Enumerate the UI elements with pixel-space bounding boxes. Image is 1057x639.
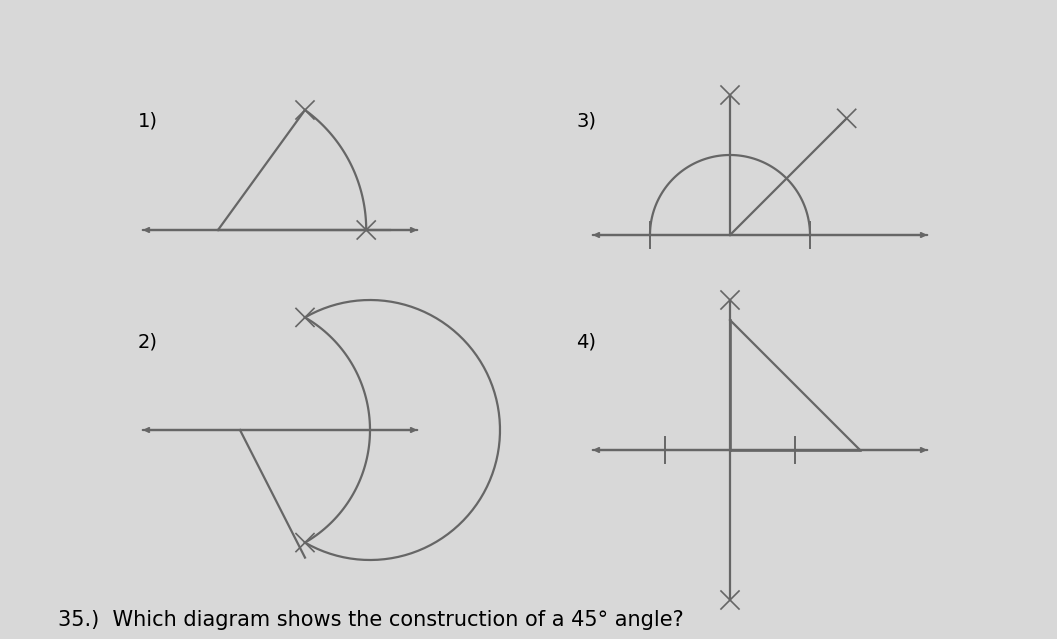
Text: 4): 4) [576,332,596,351]
Text: 1): 1) [137,112,157,131]
Text: 35.)  Which diagram shows the construction of a 45° angle?: 35.) Which diagram shows the constructio… [58,610,684,630]
Text: 3): 3) [576,112,596,131]
Text: 2): 2) [137,332,157,351]
